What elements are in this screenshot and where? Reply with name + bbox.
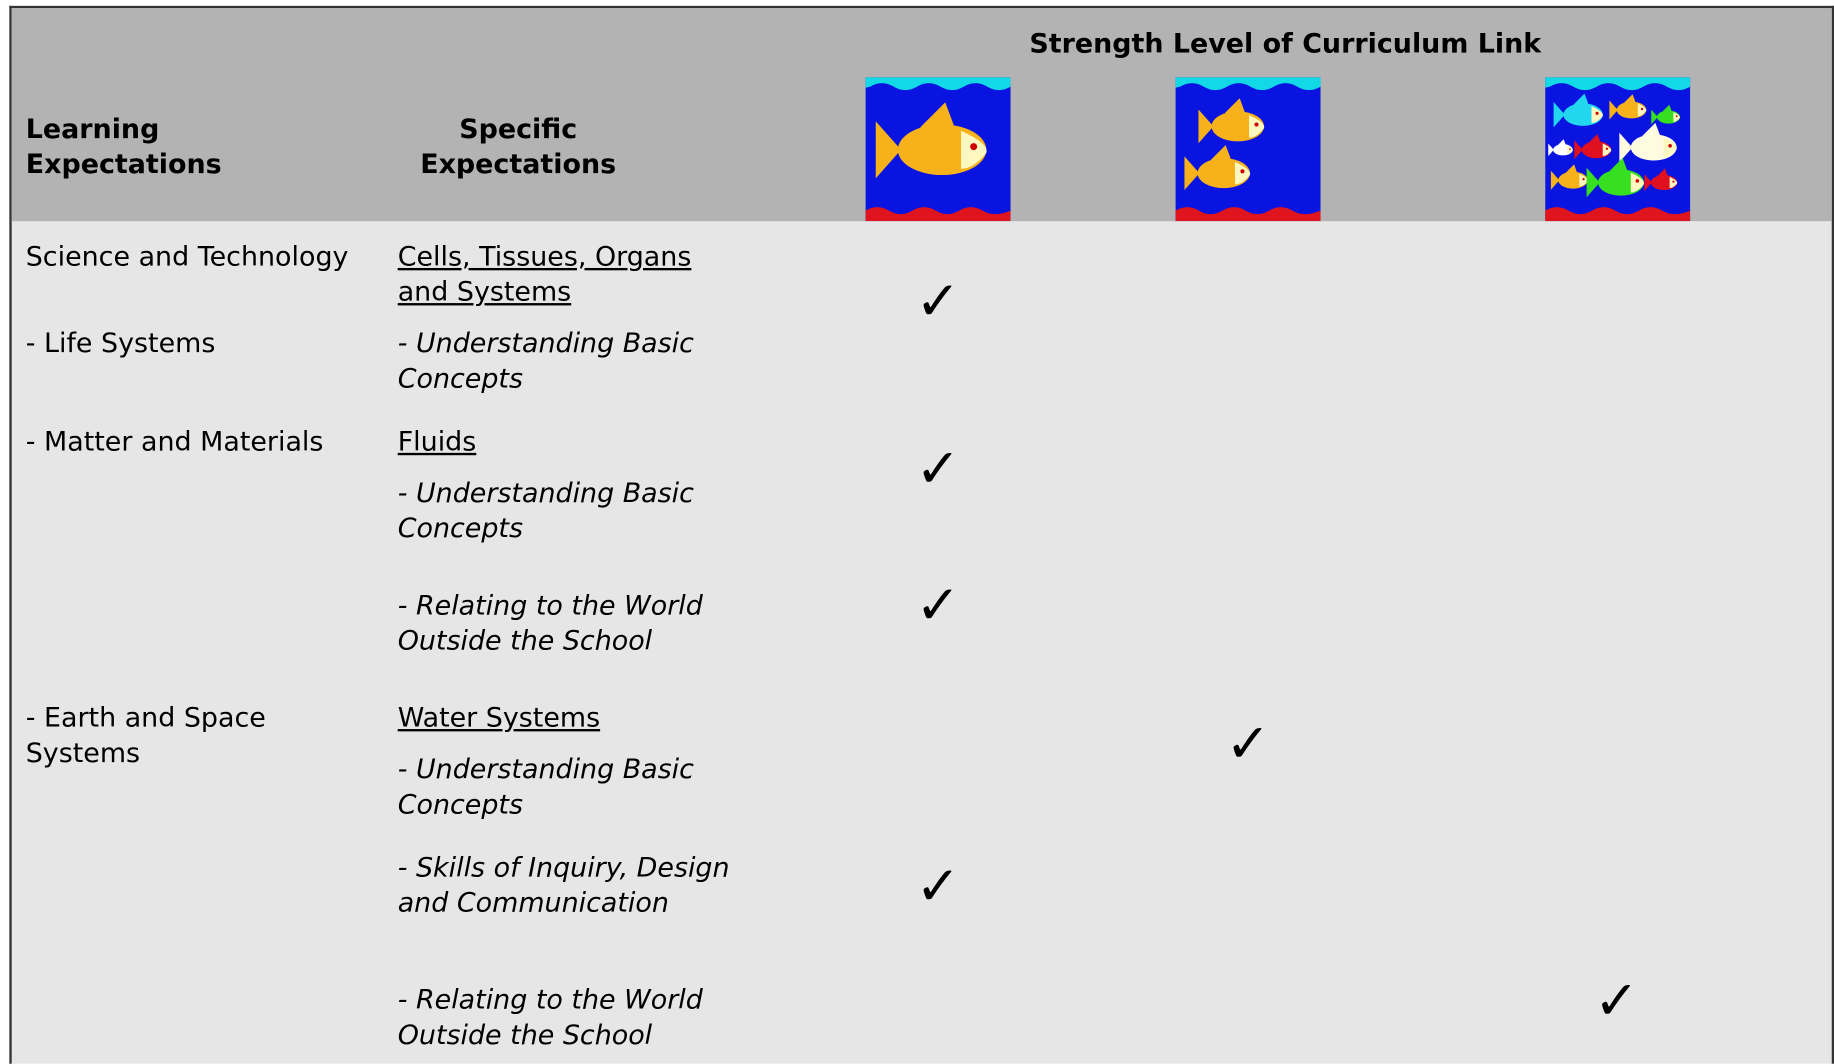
check-mark: ✓ [915, 436, 961, 500]
table-header: Strength Level of Curriculum Link Learni… [11, 8, 1832, 222]
specific-expectation: - Understanding Basic Concepts [397, 478, 694, 545]
topic-heading: Water Systems [397, 703, 601, 734]
learning-expectation: - Earth and Space Systems [25, 703, 266, 769]
learning-expectation: - Matter and Materials [25, 427, 324, 458]
fish-icon [865, 77, 1011, 222]
specific-expectation: - Relating to the World Outside the Scho… [397, 985, 703, 1051]
specific-expectation: - Skills of Inquiry, Design and Communic… [397, 853, 730, 919]
fish-icon [1545, 77, 1691, 222]
specific-expectation: - Understanding Basic Concepts [397, 328, 694, 395]
fish-icon [1175, 77, 1321, 222]
header-specific: Specific Expectations [420, 114, 617, 181]
specific-expectation: - Understanding Basic Concepts [397, 754, 694, 821]
check-mark: ✓ [915, 269, 961, 333]
topic-heading: Cells, Tissues, Organs and Systems [397, 242, 692, 308]
check-mark: ✓ [915, 573, 961, 637]
topic-heading: Fluids [397, 427, 477, 458]
check-mark: ✓ [1225, 711, 1271, 775]
specific-expectation: - Relating to the World Outside the Scho… [397, 590, 703, 657]
check-mark: ✓ [1593, 968, 1640, 1033]
header-title: Strength Level of Curriculum Link [1029, 29, 1542, 60]
learning-expectation: - Life Systems [25, 328, 216, 360]
check-mark: ✓ [915, 854, 961, 918]
learning-expectation: Science and Technology [25, 242, 349, 273]
table: Strength Level of Curriculum Link Learni… [9, 5, 1834, 1064]
header-learning: Learning Expectations [25, 114, 222, 181]
